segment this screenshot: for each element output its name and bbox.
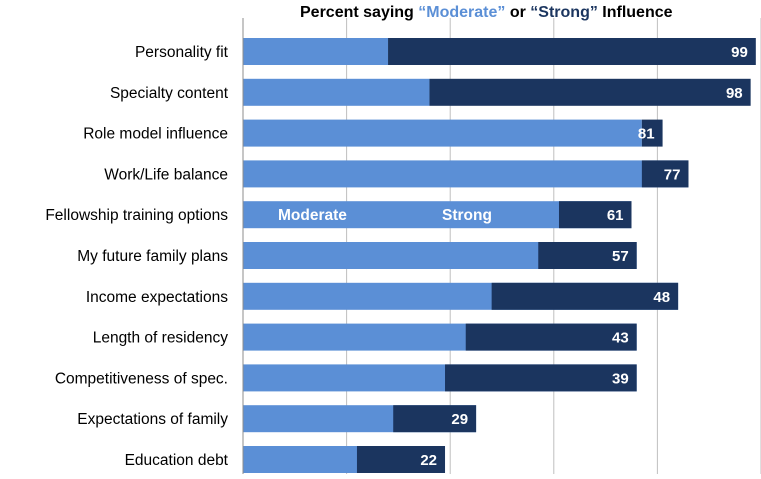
category-label: My future family plans: [77, 248, 228, 265]
bar-moderate: [243, 119, 642, 147]
bar-strong: [393, 405, 477, 433]
category-label: Fellowship training options: [45, 207, 228, 224]
category-label: Work/Life balance: [104, 166, 228, 183]
bar-strong: [641, 119, 663, 147]
value-label: 61: [607, 207, 624, 224]
bar-strong: [445, 364, 637, 392]
bar-strong: [388, 38, 756, 65]
category-label: Role model influence: [83, 126, 228, 143]
value-label: 39: [612, 370, 629, 387]
bar-strong: [641, 160, 689, 188]
title-middle: or: [505, 4, 531, 21]
value-label: 81: [638, 126, 655, 143]
chart-title: Percent saying “Moderate” or “Strong” In…: [300, 4, 761, 26]
value-label: 99: [731, 44, 748, 61]
bar-strong: [538, 242, 637, 269]
value-label: 98: [726, 85, 743, 102]
bar-moderate: [243, 38, 389, 65]
bar-strong: [465, 323, 637, 351]
bar-moderate: [243, 78, 430, 106]
title-prefix: Percent saying: [300, 4, 419, 21]
bar-strong: [356, 446, 446, 473]
category-label: Expectations of family: [77, 411, 228, 428]
bars: [243, 38, 756, 473]
value-label: 77: [664, 166, 681, 183]
value-labels: 99 98 81 77 61 57 48 43 39 29 22 Moderate Strong: [278, 44, 748, 469]
category-label: Income expectations: [86, 289, 228, 306]
bar-moderate: [243, 160, 689, 188]
category-label: Competitiveness of spec.: [55, 370, 228, 387]
title-strong: “Strong”: [530, 4, 598, 21]
category-label: Personality fit: [135, 44, 229, 61]
value-label: 48: [653, 289, 670, 306]
title-suffix: Influence: [597, 4, 673, 21]
value-label: 22: [420, 452, 437, 469]
value-label: 43: [612, 330, 629, 347]
category-label: Specialty content: [110, 85, 229, 102]
category-label: Education debt: [125, 452, 229, 469]
inline-label-moderate: Moderate: [278, 207, 347, 224]
bar-strong: [558, 201, 632, 229]
inline-label-strong: Strong: [442, 207, 492, 224]
value-label: 29: [451, 411, 468, 428]
bar-strong: [429, 78, 751, 106]
title-moderate: “Moderate”: [418, 4, 506, 21]
value-label: 57: [612, 248, 629, 265]
category-labels: Personality fit Specialty content Role mod…: [45, 44, 228, 469]
category-label: Length of residency: [93, 330, 229, 347]
bar-strong: [491, 282, 679, 310]
